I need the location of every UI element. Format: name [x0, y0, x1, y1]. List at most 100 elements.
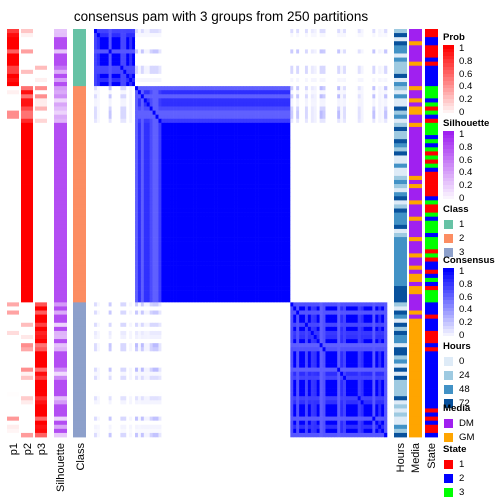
consensus-cell [249, 196, 253, 201]
consensus-cell [184, 49, 189, 54]
consensus-cell [137, 208, 142, 213]
consensus-cell [328, 33, 332, 38]
consensus-cell [102, 86, 107, 91]
consensus-cell [302, 163, 306, 169]
consensus-cell [225, 192, 230, 197]
consensus-cell [366, 65, 370, 71]
consensus-cell [384, 179, 388, 185]
consensus-cell [319, 151, 323, 156]
consensus-cell [313, 94, 317, 99]
consensus-cell [240, 204, 244, 209]
consensus-cell [384, 175, 388, 181]
consensus-cell [261, 29, 265, 34]
consensus-cell [319, 49, 323, 54]
consensus-cell [167, 188, 171, 193]
consensus-cell [272, 69, 276, 75]
consensus-cell [146, 175, 150, 181]
consensus-cell [281, 163, 285, 169]
consensus-cell [111, 65, 115, 71]
track-p2-cell [21, 314, 33, 320]
consensus-cell [208, 208, 212, 213]
consensus-cell [114, 118, 118, 124]
consensus-cell [363, 208, 367, 213]
consensus-cell [132, 110, 136, 115]
consensus-cell [152, 29, 156, 34]
consensus-cell [108, 114, 112, 120]
consensus-cell [313, 102, 317, 107]
consensus-cell [337, 29, 341, 34]
consensus-cell [261, 184, 265, 189]
consensus-cell [126, 200, 130, 205]
consensus-cell [135, 94, 139, 99]
consensus-cell [123, 192, 127, 197]
consensus-cell [181, 147, 186, 152]
consensus-cell [129, 90, 133, 95]
consensus-cell [351, 106, 356, 111]
consensus-cell [345, 167, 350, 173]
consensus-cell [322, 204, 326, 209]
consensus-cell [299, 118, 303, 124]
consensus-cell [331, 196, 335, 201]
consensus-cell [214, 45, 218, 50]
consensus-cell [307, 159, 312, 164]
consensus-cell [293, 73, 297, 79]
consensus-cell [129, 175, 133, 181]
consensus-cell [284, 147, 288, 152]
track-silhouette-cell [54, 237, 67, 242]
consensus-cell [222, 98, 227, 103]
consensus-cell [258, 155, 262, 160]
consensus-cell [117, 143, 121, 148]
consensus-cell [343, 53, 347, 58]
consensus-cell [252, 118, 256, 124]
consensus-cell [222, 33, 227, 38]
track-class-cell [73, 90, 86, 95]
consensus-cell [217, 196, 221, 201]
consensus-cell [363, 57, 367, 62]
consensus-cell [263, 73, 268, 79]
consensus-cell [357, 45, 361, 50]
consensus-cell [307, 90, 312, 95]
consensus-cell [108, 155, 112, 160]
consensus-cell [123, 126, 127, 132]
consensus-cell [337, 90, 341, 95]
consensus-cell [170, 147, 174, 152]
consensus-cell [261, 151, 265, 156]
consensus-cell [120, 41, 124, 46]
consensus-cell [345, 45, 350, 50]
consensus-cell [363, 196, 367, 201]
consensus-cell [313, 155, 317, 160]
consensus-cell [310, 106, 315, 111]
track-p1-cell [7, 147, 19, 152]
consensus-cell [366, 122, 370, 128]
consensus-cell [132, 41, 136, 46]
consensus-cell [187, 184, 191, 189]
consensus-cell [290, 175, 294, 181]
consensus-cell [363, 77, 367, 83]
consensus-cell [211, 106, 215, 111]
consensus-cell [293, 184, 297, 189]
consensus-cell [123, 114, 127, 120]
consensus-cell [99, 188, 104, 193]
consensus-cell [304, 126, 309, 132]
consensus-cell [231, 188, 235, 193]
consensus-cell [287, 106, 291, 111]
consensus-cell [375, 179, 379, 185]
consensus-cell [190, 29, 194, 34]
track-p2-cell [21, 143, 33, 148]
consensus-cell [167, 175, 171, 181]
consensus-cell [173, 49, 177, 54]
consensus-cell [246, 77, 250, 83]
consensus-cell [307, 33, 312, 38]
consensus-cell [360, 77, 364, 83]
consensus-cell [222, 37, 227, 42]
consensus-cell [266, 69, 271, 75]
consensus-cell [384, 69, 388, 75]
consensus-cell [249, 90, 253, 95]
consensus-cell [357, 82, 361, 87]
consensus-cell [161, 179, 165, 185]
consensus-cell [129, 126, 133, 132]
consensus-cell [120, 65, 124, 71]
consensus-cell [372, 49, 376, 54]
consensus-cell [275, 175, 279, 181]
consensus-cell [243, 94, 247, 99]
